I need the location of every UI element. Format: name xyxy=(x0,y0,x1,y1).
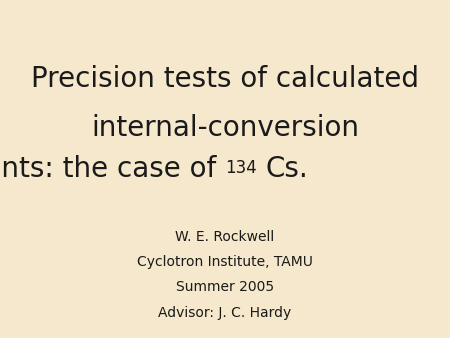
Text: Precision tests of calculated: Precision tests of calculated xyxy=(31,66,419,93)
Text: coefficients: the case of: coefficients: the case of xyxy=(0,155,225,184)
Text: Cs.: Cs. xyxy=(266,155,309,184)
Text: 134: 134 xyxy=(225,159,257,177)
Text: Summer 2005: Summer 2005 xyxy=(176,280,274,294)
Text: Advisor: J. C. Hardy: Advisor: J. C. Hardy xyxy=(158,306,292,320)
Text: W. E. Rockwell: W. E. Rockwell xyxy=(176,230,274,244)
Text: internal-conversion: internal-conversion xyxy=(91,115,359,142)
Text: Cyclotron Institute, TAMU: Cyclotron Institute, TAMU xyxy=(137,255,313,269)
